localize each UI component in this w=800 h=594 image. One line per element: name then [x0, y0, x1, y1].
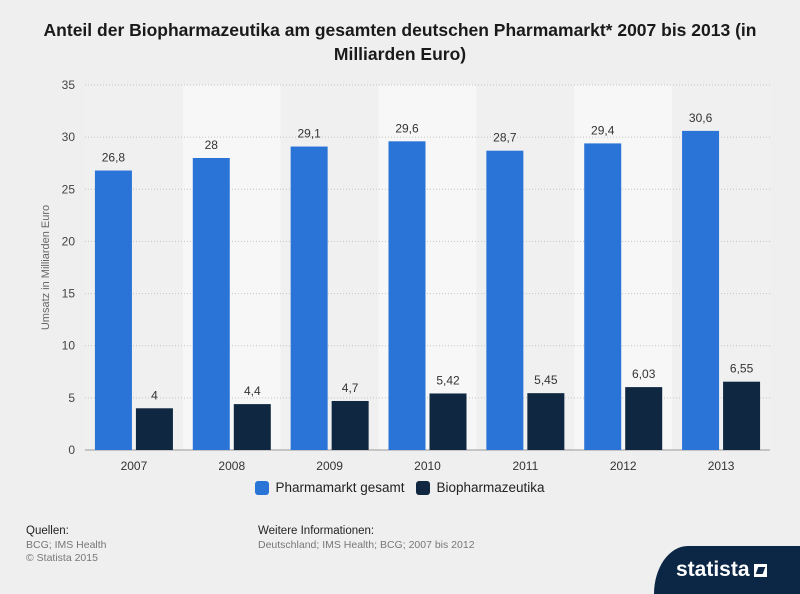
chart-title: Anteil der Biopharmazeutika am gesamten …	[43, 20, 757, 64]
data-label: 4,7	[342, 381, 359, 395]
data-label: 5,42	[436, 373, 460, 387]
data-label: 29,6	[395, 121, 419, 135]
sources-heading: Quellen:	[26, 525, 69, 537]
legend-item-biopharma[interactable]: Biopharmazeutika	[416, 480, 545, 495]
data-label: 30,6	[689, 111, 713, 125]
copyright-line: © Statista 2015	[26, 552, 98, 564]
y-tick-label: 15	[62, 287, 76, 301]
y-tick-label: 25	[62, 182, 76, 196]
legend-label-pharmamarkt: Pharmamarkt gesamt	[275, 480, 405, 495]
bar-biopharma-2009	[331, 400, 369, 450]
legend-swatch-biopharma	[416, 480, 431, 495]
bar-biopharma-2008	[233, 404, 271, 450]
info-block: Weitere Informationen: Deutschland; IMS …	[258, 525, 475, 552]
data-label: 6,03	[632, 367, 656, 381]
bar-biopharma-2013	[723, 381, 761, 450]
bar-biopharma-2011	[527, 393, 565, 450]
data-label: 29,4	[591, 123, 615, 137]
logo-mark-icon	[753, 563, 767, 577]
y-tick-label: 0	[68, 443, 75, 457]
bar-pharmamarkt-2008	[192, 158, 230, 450]
bar-pharmamarkt-2009	[290, 146, 328, 450]
logo-text: statista	[676, 558, 750, 581]
data-label: 28,7	[493, 131, 517, 145]
bar-chart: 0 5 10 15 20 25 30 35 Umsatz in Milliarden Euro 2…	[40, 78, 770, 473]
x-tick-label: 2012	[610, 459, 637, 473]
x-tick-label: 2009	[316, 459, 343, 473]
bar-pharmamarkt-2010	[388, 141, 426, 451]
x-tick-label: 2010	[414, 459, 441, 473]
info-line: Deutschland; IMS Health; BCG; 2007 bis 2…	[258, 539, 475, 551]
bar-biopharma-2010	[429, 393, 467, 450]
bar-pharmamarkt-2007	[94, 170, 132, 450]
legend-swatch-pharmamarkt	[255, 480, 270, 495]
data-label: 29,1	[297, 127, 321, 141]
bar-biopharma-2012	[625, 387, 663, 450]
data-label: 4,4	[244, 384, 261, 398]
bar-biopharma-2007	[135, 408, 173, 450]
y-tick-label: 10	[62, 339, 76, 353]
data-label: 4	[151, 388, 158, 402]
x-tick-label: 2011	[512, 459, 538, 473]
y-axis-title: Umsatz in Milliarden Euro	[40, 205, 52, 330]
info-heading: Weitere Informationen:	[258, 525, 375, 537]
x-tick-label: 2008	[218, 459, 245, 473]
data-label: 28	[205, 138, 219, 152]
chart-legend: Pharmamarkt gesamt Biopharmazeutika	[0, 480, 800, 495]
statista-logo[interactable]: statista	[654, 546, 800, 594]
x-tick-label: 2007	[121, 459, 148, 473]
data-label: 26,8	[102, 151, 126, 165]
data-label: 6,55	[730, 362, 754, 376]
legend-item-pharmamarkt[interactable]: Pharmamarkt gesamt	[255, 480, 404, 495]
y-tick-label: 30	[62, 130, 76, 144]
y-tick-label: 35	[62, 78, 76, 92]
y-tick-label: 5	[68, 391, 75, 405]
y-tick-label: 20	[62, 234, 76, 248]
sources-line: BCG; IMS Health	[26, 539, 107, 551]
x-tick-label: 2013	[708, 459, 735, 473]
bar-pharmamarkt-2011	[486, 150, 524, 450]
bar-pharmamarkt-2012	[584, 143, 622, 450]
legend-label-biopharma: Biopharmazeutika	[436, 480, 545, 495]
sources-block: Quellen: BCG; IMS Health © Statista 2015	[26, 525, 107, 565]
bar-pharmamarkt-2013	[682, 130, 720, 450]
data-label: 5,45	[534, 373, 558, 387]
